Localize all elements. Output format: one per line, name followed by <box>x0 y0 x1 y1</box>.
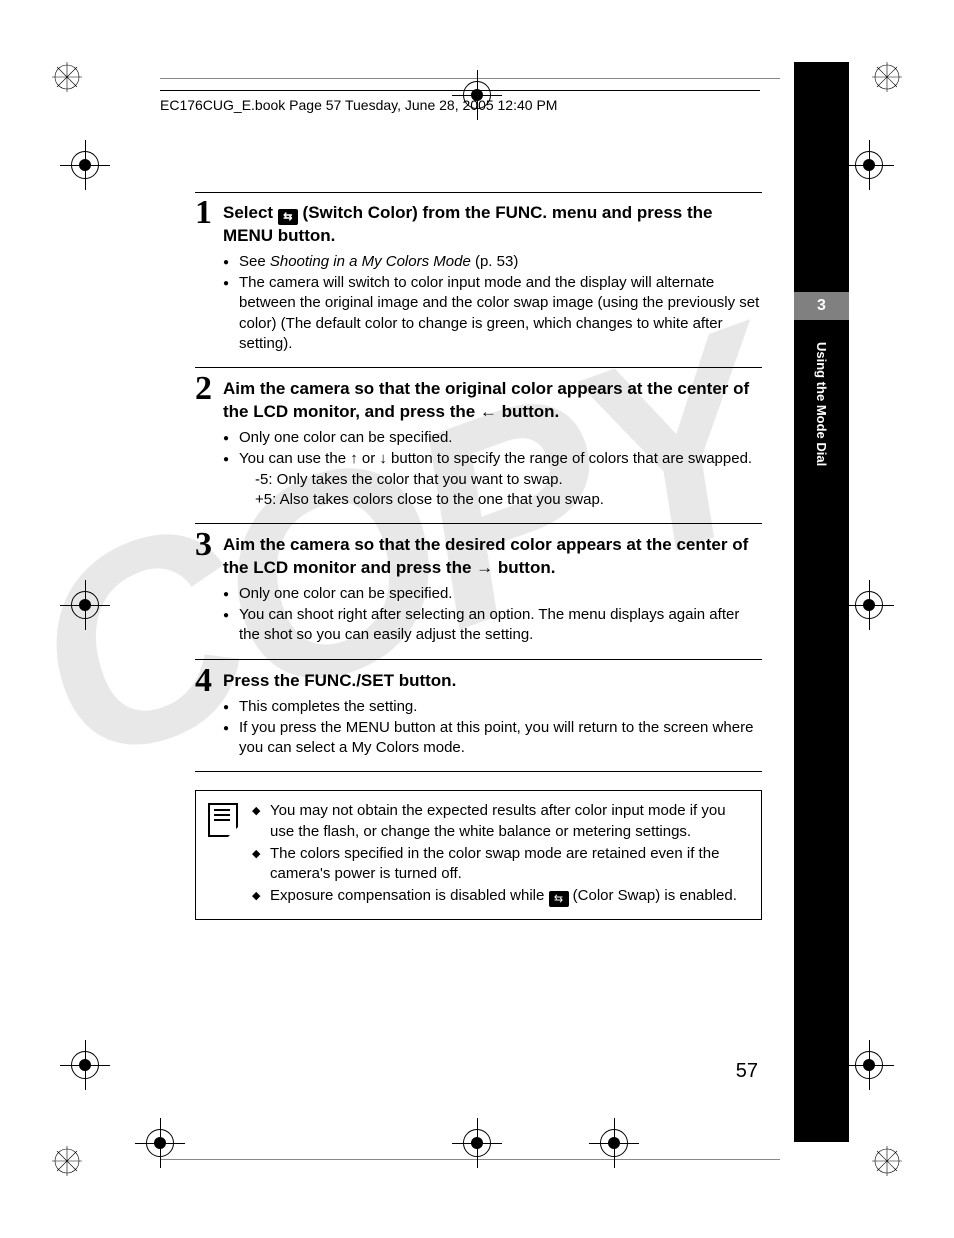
step-title: Aim the camera so that the original colo… <box>223 376 762 428</box>
note-icon <box>208 803 238 837</box>
registration-mark-icon <box>60 1040 110 1090</box>
step-4: 4 Press the FUNC./SET button. This compl… <box>195 668 762 768</box>
step-title: Aim the camera so that the desired color… <box>223 532 762 584</box>
registration-mark-icon <box>452 1118 502 1168</box>
registration-mark-icon <box>844 140 894 190</box>
bullet: Only one color can be specified. <box>223 428 762 448</box>
bullet: If you press the MENU button at this poi… <box>223 718 762 759</box>
note: Exposure compensation is disabled while … <box>252 886 749 907</box>
step-title: Select ⇆ (Switch Color) from the FUNC. m… <box>223 200 762 252</box>
registration-mark-icon <box>844 1040 894 1090</box>
color-swap-icon: ⇆ <box>549 891 569 907</box>
crop-mark-icon <box>872 62 902 92</box>
t: (Color Swap) is enabled. <box>569 887 737 904</box>
switch-color-icon: ⇆ <box>278 209 298 225</box>
page: EC176CUG_E.book Page 57 Tuesday, June 28… <box>0 0 954 1238</box>
content: 1 Select ⇆ (Switch Color) from the FUNC.… <box>195 200 762 920</box>
registration-mark-icon <box>589 1118 639 1168</box>
registration-mark-icon <box>452 70 502 120</box>
step-body: See Shooting in a My Colors Mode (p. 53)… <box>223 252 762 363</box>
rule <box>195 771 762 772</box>
sub: +5: Also takes colors close to the one t… <box>255 490 762 510</box>
t: See <box>239 253 270 270</box>
step-number: 2 <box>195 370 212 408</box>
bullet: Only one color can be specified. <box>223 584 762 604</box>
title-pre: Select <box>223 203 278 222</box>
registration-mark-icon <box>60 580 110 630</box>
step-title: Press the FUNC./SET button. <box>223 668 762 697</box>
section-label: Using the Mode Dial <box>814 342 829 466</box>
note: You may not obtain the expected results … <box>252 801 749 842</box>
step-number: 4 <box>195 662 212 700</box>
step-body: Only one color can be specified. You can… <box>223 428 762 519</box>
bullet: You can use the ↑ or ↓ button to specify… <box>223 449 762 510</box>
top-rule <box>195 192 762 193</box>
step-2: 2 Aim the camera so that the original co… <box>195 376 762 519</box>
t: Exposure compensation is disabled while <box>270 887 549 904</box>
t: (p. 53) <box>471 253 519 270</box>
crop-mark-icon <box>52 62 82 92</box>
registration-mark-icon <box>135 1118 185 1168</box>
step-3: 3 Aim the camera so that the desired col… <box>195 532 762 655</box>
step-number: 3 <box>195 526 212 564</box>
step-body: Only one color can be specified. You can… <box>223 584 762 655</box>
note-box: You may not obtain the expected results … <box>195 790 762 920</box>
side-tab: 3 Using the Mode Dial <box>794 62 849 1142</box>
step-1: 1 Select ⇆ (Switch Color) from the FUNC.… <box>195 200 762 363</box>
note: The colors specified in the color swap m… <box>252 844 749 885</box>
registration-mark-icon <box>844 580 894 630</box>
sub: -5: Only takes the color that you want t… <box>255 470 762 490</box>
rule <box>195 659 762 660</box>
chapter-number: 3 <box>794 292 849 320</box>
step-body: This completes the setting. If you press… <box>223 697 762 768</box>
rule <box>195 367 762 368</box>
crop-mark-icon <box>52 1146 82 1176</box>
page-number: 57 <box>736 1060 758 1083</box>
bullet: You can shoot right after selecting an o… <box>223 605 762 646</box>
bullet: This completes the setting. <box>223 697 762 717</box>
t: You can use the ↑ or ↓ button to specify… <box>239 450 752 467</box>
step-number: 1 <box>195 194 212 232</box>
t: Shooting in a My Colors Mode <box>270 253 471 270</box>
rule <box>195 523 762 524</box>
crop-mark-icon <box>872 1146 902 1176</box>
registration-mark-icon <box>60 140 110 190</box>
bullet: The camera will switch to color input mo… <box>223 273 762 354</box>
bullet: See Shooting in a My Colors Mode (p. 53) <box>223 252 762 272</box>
